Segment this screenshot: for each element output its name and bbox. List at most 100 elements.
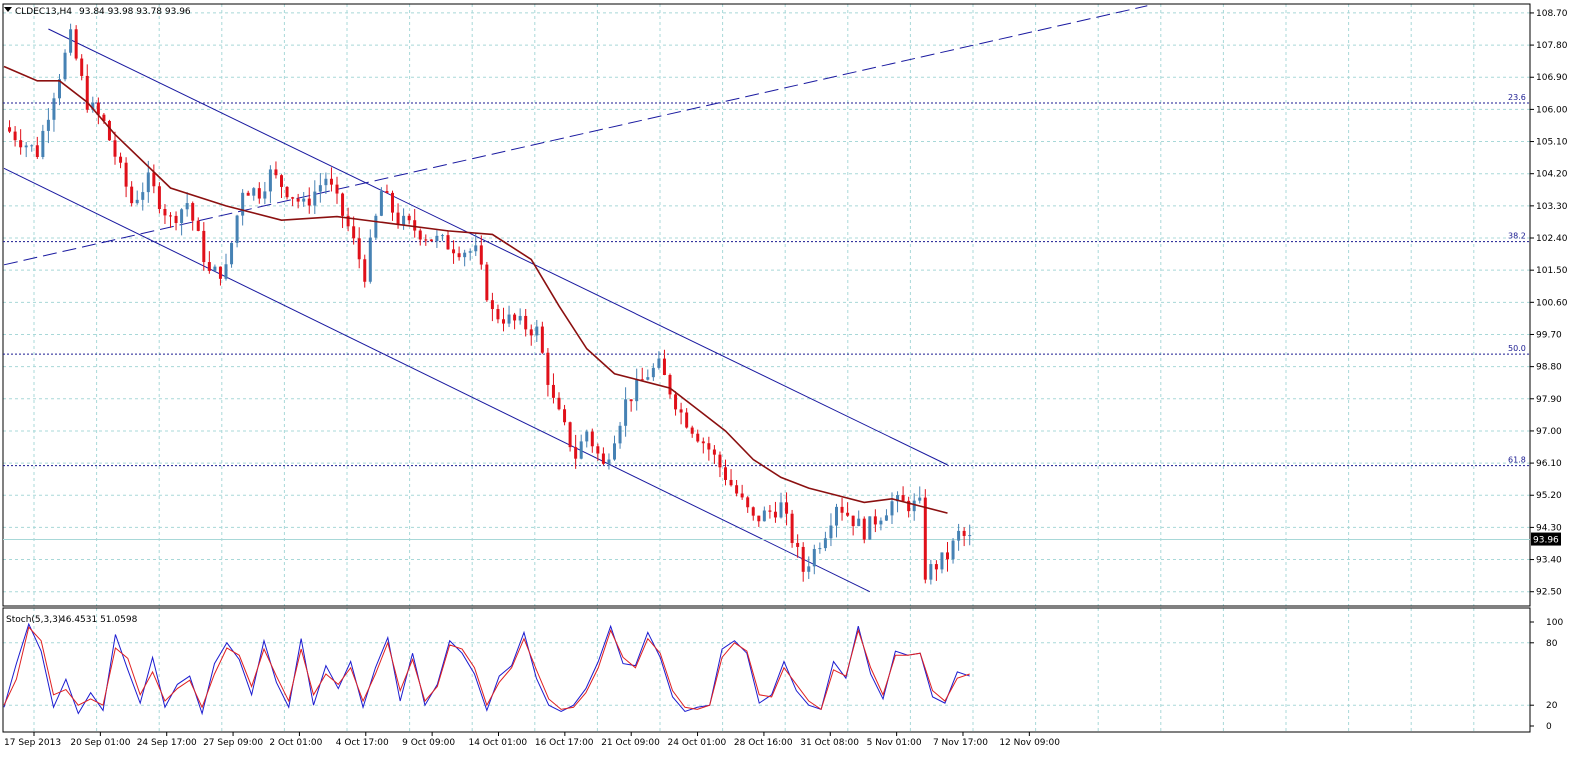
stoch-y-tick-label: 100 (1546, 618, 1563, 628)
candle-body (718, 454, 722, 468)
candle-body (35, 145, 39, 157)
stoch-line-main (3, 622, 970, 716)
candle-body (646, 377, 650, 380)
candle-body (696, 433, 700, 442)
candle-body (285, 186, 289, 198)
candle-body (457, 253, 461, 258)
candle-body (152, 172, 156, 187)
y-tick-label: 96.10 (1536, 459, 1562, 469)
candle-body (579, 441, 583, 459)
x-tick-label: 4 Oct 17:00 (336, 738, 389, 748)
y-tick-label: 102.40 (1536, 234, 1568, 244)
stoch-panel-frame (2, 607, 1531, 733)
candle-body (968, 535, 972, 537)
ohlc-values: 93.84 93.98 93.78 93.96 (79, 7, 191, 17)
x-tick-label: 27 Sep 09:00 (203, 738, 263, 748)
candle-body (263, 191, 267, 199)
candle-body (918, 497, 922, 501)
candle-body (374, 215, 378, 238)
candle-body (590, 431, 594, 447)
candle-body (773, 511, 777, 518)
candle-body (407, 215, 411, 221)
candle-body (613, 443, 616, 460)
candle-body (701, 441, 705, 444)
candle-body (846, 512, 850, 516)
candle-body (829, 525, 833, 539)
stoch-indicator-name: Stoch(5,3,3) (6, 615, 61, 625)
candle-body (624, 399, 628, 426)
candle-body (396, 212, 400, 225)
candle-body (879, 520, 883, 525)
y-tick-label: 99.70 (1536, 330, 1562, 340)
candle-body (818, 548, 822, 550)
y-tick-label: 106.90 (1536, 73, 1568, 83)
x-tick-label: 2 Oct 01:00 (269, 738, 322, 748)
candle-body (335, 184, 339, 194)
candle-body (207, 262, 211, 271)
main-panel-frame (2, 3, 1531, 607)
candle-body (80, 58, 84, 76)
candle-body (518, 315, 522, 321)
candle-body (363, 259, 367, 282)
candle-body (807, 566, 811, 572)
candle-body (429, 239, 433, 242)
candle-body (124, 162, 128, 187)
candle-body (307, 198, 311, 206)
y-tick-label: 105.10 (1536, 138, 1568, 148)
candle-body (751, 507, 755, 516)
y-tick-label: 97.00 (1536, 427, 1562, 437)
candle-body (235, 215, 239, 243)
candle-body (230, 242, 234, 265)
candle-body (529, 329, 533, 336)
candle-body (418, 230, 422, 240)
candle-body (657, 358, 661, 368)
candle-body (735, 485, 739, 494)
trend-line-channel-upper (48, 28, 948, 466)
candle-body (224, 264, 228, 279)
candle-body (163, 208, 167, 216)
y-tick-label: 98.80 (1536, 363, 1562, 373)
symbol-timeframe: CLDEC13,H4 (15, 7, 72, 17)
candle-body (618, 425, 622, 444)
candle-body (213, 266, 217, 271)
candle-body (141, 192, 145, 200)
candle-body (379, 191, 383, 216)
y-tick-label: 95.20 (1536, 491, 1562, 501)
last-price-badge (1531, 532, 1561, 546)
candle-body (740, 493, 744, 498)
y-tick-label: 108.70 (1536, 9, 1568, 19)
y-tick-label: 94.30 (1536, 523, 1562, 533)
x-tick-label: 16 Oct 17:00 (535, 738, 594, 748)
trend-line-channel-lower (3, 167, 871, 593)
y-tick-label: 107.80 (1536, 41, 1568, 51)
candle-body (951, 540, 955, 560)
candle-body (119, 156, 123, 163)
candle-body (674, 394, 678, 410)
candle-body (96, 102, 100, 115)
candle-body (318, 185, 322, 192)
candle-body (452, 249, 456, 254)
candle-body (30, 145, 34, 147)
candle-body (851, 515, 855, 527)
y-tick-label: 97.90 (1536, 395, 1562, 405)
candle-body (391, 192, 394, 213)
stoch-y-tick-label: 20 (1546, 701, 1558, 711)
candle-body (601, 453, 605, 464)
candle-body (812, 549, 816, 567)
x-tick-label: 28 Oct 16:00 (734, 738, 793, 748)
last-price-label: 93.96 (1533, 536, 1559, 546)
candle-body (862, 518, 866, 540)
x-tick-label: 9 Oct 09:00 (402, 738, 455, 748)
candle-body (551, 384, 555, 398)
x-tick-label: 5 Nov 01:00 (867, 738, 922, 748)
axes: 17 Sep 2013 20 Sep 01:00 24 Sep 17:00 27 Se… (2, 3, 1568, 748)
candle-body (884, 515, 888, 521)
candle-body (596, 446, 600, 454)
candle-body (274, 169, 278, 176)
candle-body (690, 427, 694, 434)
candle-body (346, 215, 350, 227)
chart-menu-arrow-icon[interactable] (4, 7, 12, 12)
candle-body (524, 315, 528, 330)
candle-body (912, 500, 916, 512)
